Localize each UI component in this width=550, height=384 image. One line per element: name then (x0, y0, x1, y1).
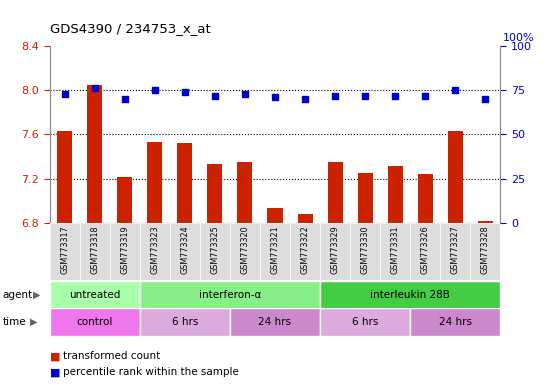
Point (301, 96, 310, 102)
Point (421, 93, 430, 99)
Bar (478, 220, 493, 223)
Text: ▶: ▶ (33, 290, 41, 300)
Text: GSM773320: GSM773320 (240, 225, 250, 274)
Text: GSM773318: GSM773318 (90, 225, 99, 274)
Text: GSM773327: GSM773327 (451, 225, 460, 274)
Point (361, 93, 370, 99)
Bar (57, 131, 72, 223)
Point (331, 93, 339, 99)
Point (211, 93, 219, 99)
Point (391, 93, 400, 99)
Bar (87, 85, 102, 223)
Text: 100%: 100% (503, 33, 535, 43)
Text: transformed count: transformed count (63, 351, 161, 361)
Text: GSM773323: GSM773323 (150, 225, 159, 274)
Point (150, 87, 159, 93)
Point (240, 91, 249, 97)
Bar (388, 166, 403, 223)
Bar (230, 223, 260, 280)
Bar (441, 223, 470, 280)
Bar (260, 223, 290, 280)
Bar (350, 223, 380, 280)
Bar (117, 177, 132, 223)
Text: agent: agent (3, 290, 33, 300)
Text: GDS4390 / 234753_x_at: GDS4390 / 234753_x_at (50, 22, 210, 35)
Bar (80, 223, 109, 280)
Text: ▶: ▶ (30, 317, 38, 327)
Bar (410, 308, 500, 336)
Bar (238, 162, 252, 223)
Point (271, 94, 279, 100)
Bar (140, 308, 230, 336)
Bar (170, 223, 200, 280)
Bar (380, 223, 410, 280)
Text: percentile rank within the sample: percentile rank within the sample (63, 367, 239, 377)
Bar (50, 308, 140, 336)
Bar (290, 223, 320, 280)
Bar (177, 143, 192, 223)
Text: control: control (76, 317, 113, 327)
Point (120, 96, 129, 102)
Bar (470, 223, 500, 280)
Bar (109, 223, 140, 280)
Bar (448, 131, 463, 223)
Bar (140, 281, 320, 309)
Bar (50, 223, 80, 280)
Bar (140, 223, 170, 280)
Bar (410, 223, 441, 280)
Point (451, 87, 460, 93)
Bar (200, 223, 230, 280)
Text: GSM773324: GSM773324 (180, 225, 189, 274)
Bar (50, 281, 140, 309)
Text: untreated: untreated (69, 290, 120, 300)
Point (481, 96, 490, 102)
Text: ■: ■ (50, 367, 63, 377)
Text: 24 hrs: 24 hrs (258, 317, 292, 327)
Bar (328, 162, 343, 223)
Text: 6 hrs: 6 hrs (352, 317, 378, 327)
Text: GSM773330: GSM773330 (361, 225, 370, 274)
Text: interferon-α: interferon-α (199, 290, 261, 300)
Text: GSM773322: GSM773322 (300, 225, 310, 274)
Text: GSM773326: GSM773326 (421, 225, 430, 274)
Bar (147, 142, 162, 223)
Bar (418, 174, 433, 223)
Text: 6 hrs: 6 hrs (172, 317, 198, 327)
Bar (320, 281, 500, 309)
Bar (358, 173, 373, 223)
Point (180, 89, 189, 95)
Text: GSM773317: GSM773317 (60, 225, 69, 274)
Text: GSM773328: GSM773328 (481, 225, 490, 274)
Bar (320, 223, 350, 280)
Text: GSM773321: GSM773321 (271, 225, 279, 274)
Bar (230, 308, 320, 336)
Text: GSM773325: GSM773325 (210, 225, 219, 274)
Point (90, 85, 99, 91)
Text: GSM773331: GSM773331 (390, 225, 400, 274)
Text: interleukin 28B: interleukin 28B (370, 290, 450, 300)
Bar (207, 164, 222, 223)
Point (60, 91, 69, 97)
Text: ■: ■ (50, 351, 63, 361)
Bar (298, 214, 312, 223)
Text: GSM773319: GSM773319 (120, 225, 129, 274)
Bar (267, 209, 283, 223)
Bar (320, 308, 410, 336)
Text: time: time (3, 317, 26, 327)
Text: 24 hrs: 24 hrs (439, 317, 472, 327)
Text: GSM773329: GSM773329 (331, 225, 340, 274)
